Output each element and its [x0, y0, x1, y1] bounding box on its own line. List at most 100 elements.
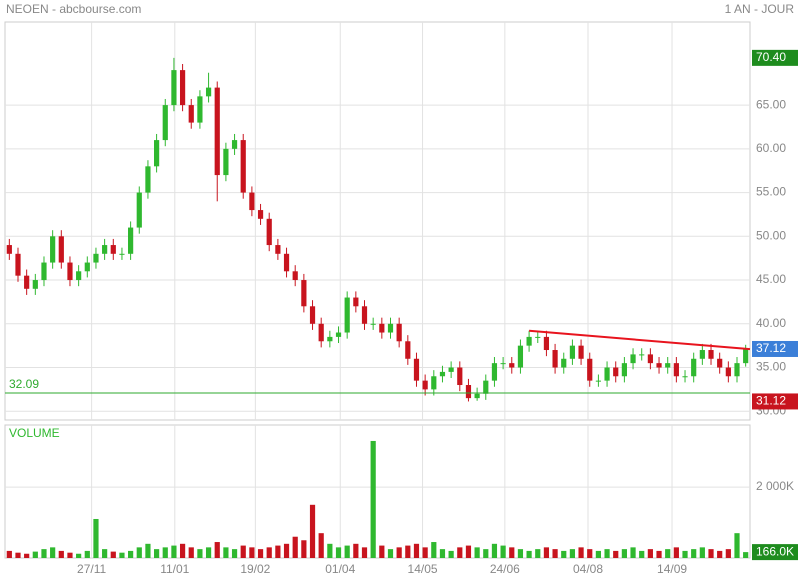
volume-bar	[344, 545, 350, 558]
volume-bar	[665, 549, 671, 558]
volume-bar	[179, 543, 186, 558]
candle-body	[275, 245, 281, 254]
volume-bar	[491, 543, 498, 558]
volume-bar	[145, 543, 151, 558]
volume-bar	[535, 549, 541, 558]
candle-body	[543, 336, 550, 351]
chart-title: NEOEN - abcbourse.com	[6, 2, 141, 16]
volume-bar	[128, 550, 134, 558]
candle-body	[465, 385, 472, 399]
candle-body	[24, 275, 30, 289]
candle-body	[353, 297, 359, 307]
volume-bar	[448, 550, 454, 558]
candle-body	[32, 280, 38, 289]
volume-bar	[457, 547, 463, 558]
volume-bar	[188, 547, 194, 558]
candle-body	[379, 323, 385, 333]
volume-bar	[283, 543, 290, 558]
candle-body	[656, 363, 662, 368]
volume-bar	[249, 547, 255, 558]
candle-body	[743, 348, 749, 364]
candle-body	[717, 358, 723, 368]
volume-bar	[32, 551, 38, 558]
candle-body	[448, 367, 454, 372]
candle-body	[283, 253, 290, 272]
candle-body	[318, 323, 324, 342]
x-tick-label: 19/02	[240, 562, 270, 576]
price-marker	[752, 340, 798, 357]
trend-line	[529, 329, 751, 351]
candle-body	[309, 306, 316, 324]
volume-bar	[578, 547, 584, 558]
candle-body	[647, 354, 653, 364]
x-tick-label: 01/04	[325, 562, 355, 576]
y-tick-label: 55.00	[756, 185, 786, 199]
candle-body	[76, 271, 82, 281]
volume-bar	[84, 550, 90, 558]
candle-body	[725, 367, 731, 377]
volume-bar	[734, 533, 740, 558]
candle-body	[699, 350, 705, 359]
volume-bar	[630, 547, 636, 558]
candle-body	[439, 371, 446, 377]
candle-body	[431, 376, 437, 390]
price-marker-label: 31.12	[756, 394, 786, 408]
price-marker	[752, 49, 798, 66]
volume-bar	[154, 549, 160, 558]
candle-body	[292, 271, 298, 281]
period-label: 1 AN - JOUR	[725, 2, 795, 16]
volume-bar	[162, 547, 168, 558]
volume-bar	[136, 547, 142, 558]
y-tick-label: 2 000K	[756, 479, 794, 493]
candle-body	[361, 306, 368, 324]
price-marker-label: 70.40	[756, 50, 786, 64]
volume-bar	[335, 547, 342, 558]
price-marker	[752, 393, 798, 410]
volume-bar	[517, 549, 524, 558]
candle-body	[673, 363, 679, 377]
volume-bar	[119, 552, 125, 558]
volume-bar	[361, 547, 368, 558]
candle-body	[422, 380, 428, 390]
volume-bar	[205, 547, 212, 558]
candle-body	[552, 350, 558, 368]
volume-bar	[223, 547, 229, 558]
candle-body	[128, 227, 134, 254]
x-tick-label: 14/09	[657, 562, 687, 576]
volume-bar	[50, 547, 56, 558]
volume-bar	[604, 549, 610, 558]
y-tick-label: 65.00	[756, 97, 786, 111]
candle-body	[67, 262, 73, 281]
volume-bar	[483, 549, 489, 558]
volume-bar	[708, 549, 714, 558]
volume-bar	[102, 549, 108, 558]
volume-bar	[405, 545, 411, 558]
candle-body	[205, 87, 212, 97]
candle-body	[119, 253, 125, 255]
volume-bar	[257, 549, 264, 558]
volume-bar	[552, 549, 558, 558]
volume-bar	[682, 550, 688, 558]
volume-bar	[656, 550, 662, 558]
volume-bar	[639, 550, 645, 558]
candle-body	[387, 323, 394, 333]
candle-body	[370, 323, 376, 325]
volume-bar	[595, 550, 601, 558]
volume-bar	[569, 549, 576, 558]
candle-body	[266, 218, 272, 246]
candle-body	[145, 166, 151, 193]
y-tick-label: 35.00	[756, 360, 786, 374]
volume-bar	[387, 549, 394, 558]
candle-body	[613, 367, 619, 377]
volume-bar	[266, 547, 272, 558]
candle-body	[93, 253, 99, 263]
candle-body	[396, 323, 402, 342]
candle-body	[41, 262, 47, 281]
y-tick-label: 40.00	[756, 316, 786, 330]
candle-body	[517, 345, 524, 368]
volume-bar	[67, 552, 73, 558]
volume-bar	[699, 547, 705, 558]
candle-body	[708, 350, 714, 359]
candle-body	[621, 363, 627, 377]
